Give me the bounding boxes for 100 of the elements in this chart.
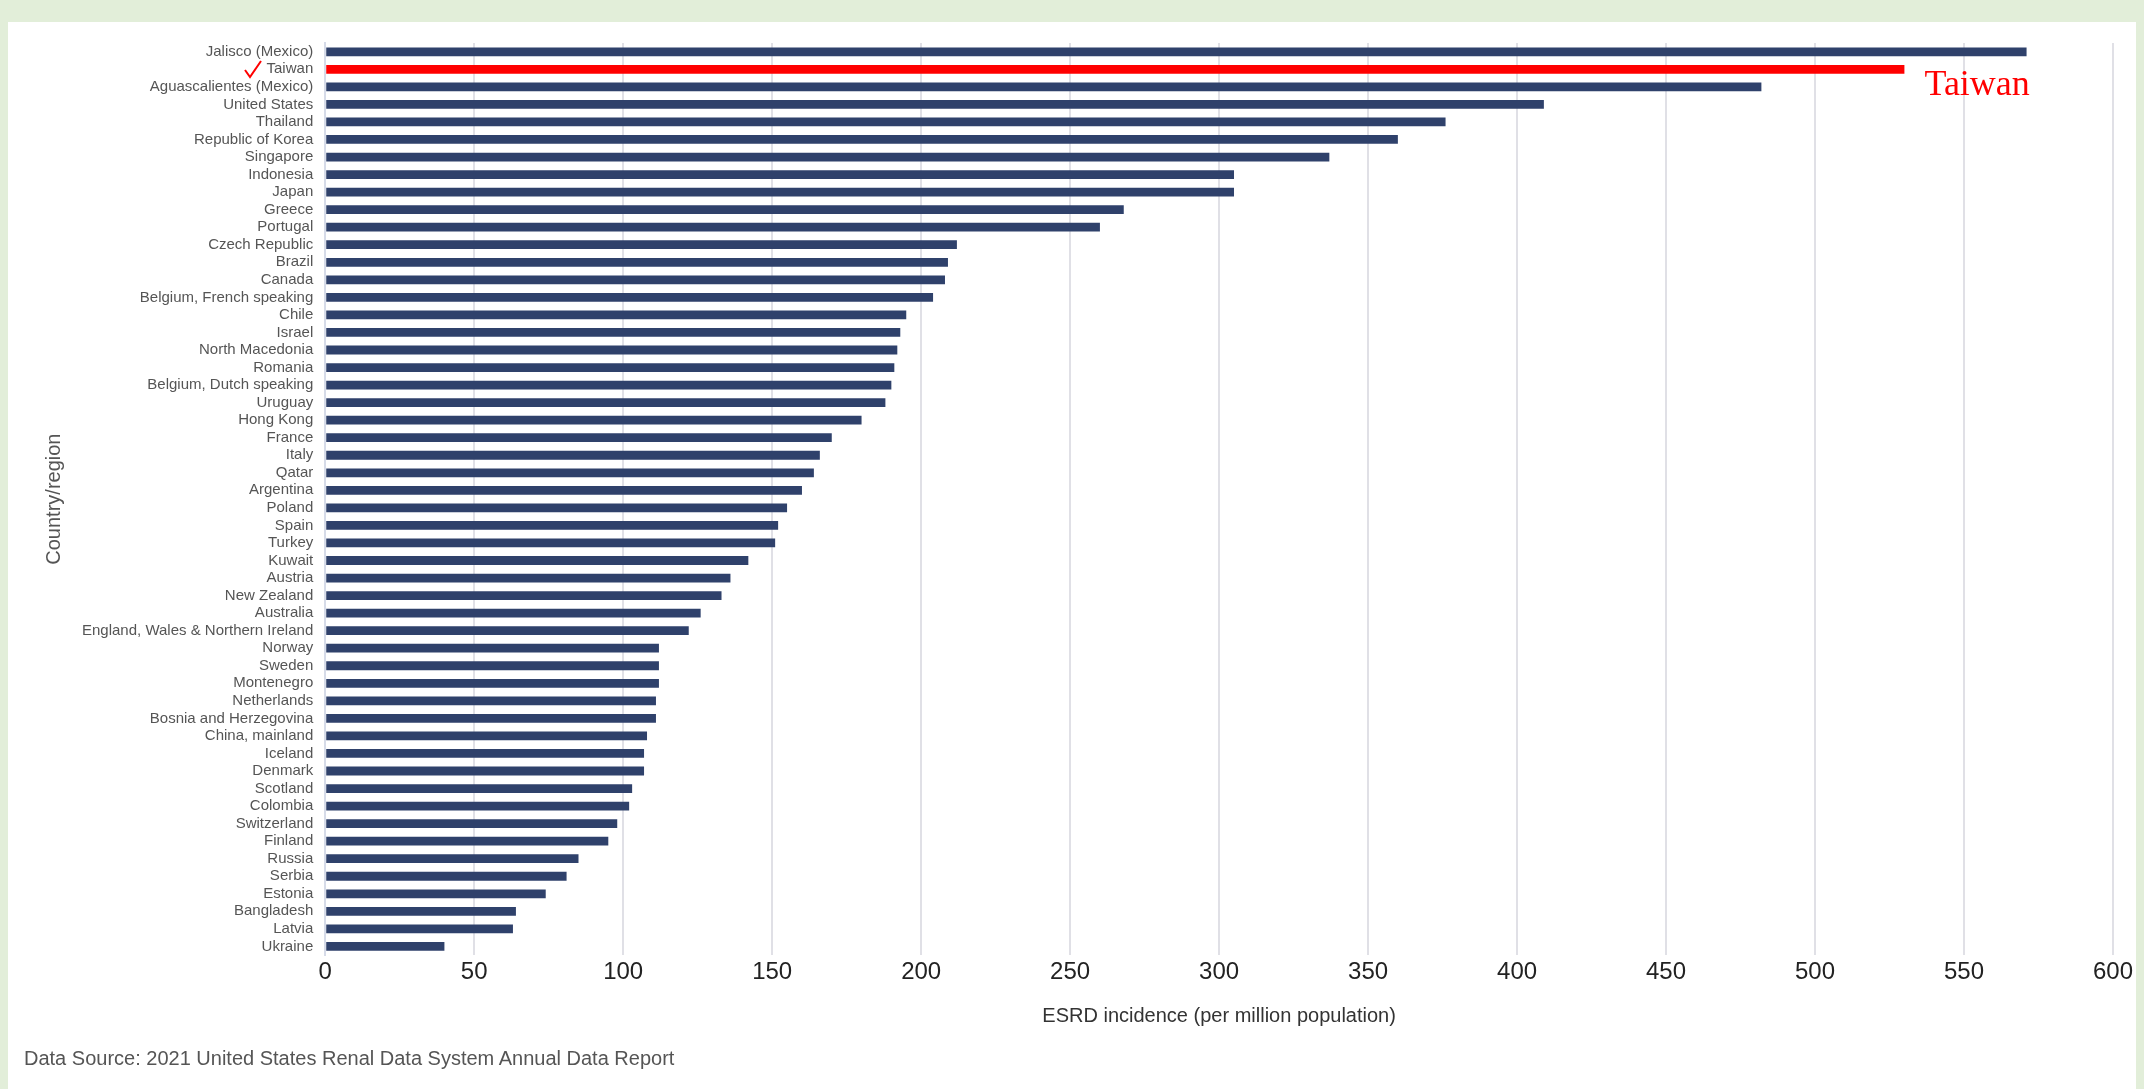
y-tick-label: Latvia <box>273 919 314 937</box>
y-tick-label: Serbia <box>269 866 314 884</box>
bar <box>326 942 445 951</box>
y-tick-label: Brazil <box>275 252 314 270</box>
x-tick-label: 350 <box>1348 957 1389 985</box>
bar <box>326 713 656 723</box>
bar <box>326 503 788 513</box>
y-tick-label: Norway <box>262 638 314 656</box>
bar <box>326 187 1234 197</box>
x-tick-label: 500 <box>1795 957 1836 985</box>
bar <box>326 871 567 881</box>
y-tick-label: Singapore <box>244 147 314 165</box>
bar <box>326 801 630 811</box>
y-tick-label: Jalisco (Mexico) <box>205 41 314 59</box>
bar <box>326 819 618 829</box>
y-tick-label: Colombia <box>249 796 314 814</box>
y-tick-label: Netherlands <box>232 690 314 708</box>
bar <box>326 696 656 706</box>
bar <box>326 292 934 302</box>
y-tick-label: China, mainland <box>204 726 314 744</box>
bar <box>326 485 802 495</box>
bar <box>326 47 2027 57</box>
y-tick-label: France <box>266 427 314 445</box>
y-tick-label: Estonia <box>263 883 314 901</box>
x-tick-label: 150 <box>752 957 793 985</box>
bar <box>326 135 1398 144</box>
y-tick-label: Israel <box>276 322 314 340</box>
bar <box>326 766 645 776</box>
y-tick-label: Aguascalientes (Mexico) <box>149 77 314 94</box>
y-tick-label: Finland <box>264 831 314 849</box>
y-tick-label: New Zealand <box>224 585 314 603</box>
y-tick-label: Italy <box>285 445 314 463</box>
y-tick-label: Bangladesh <box>234 901 314 919</box>
bar <box>326 608 701 618</box>
y-tick-label: Iceland <box>264 743 314 761</box>
bar <box>326 591 722 600</box>
y-tick-label: England, Wales & Northern Ireland <box>82 620 314 638</box>
x-tick-label: 400 <box>1497 957 1538 985</box>
bar <box>326 82 1762 92</box>
bar <box>326 626 689 636</box>
bar <box>326 731 648 741</box>
bar <box>326 854 579 864</box>
y-tick-label: Sweden <box>259 655 314 673</box>
x-tick-label: 50 <box>460 957 488 985</box>
bar <box>326 889 546 899</box>
bar <box>326 398 886 407</box>
y-tick-label: Kuwait <box>268 550 315 568</box>
x-tick-label: 100 <box>603 957 644 985</box>
bar <box>326 643 659 653</box>
y-tick-label: Denmark <box>252 761 314 779</box>
y-tick-label: Montenegro <box>233 673 314 691</box>
y-tick-label: Qatar <box>275 462 314 480</box>
bar <box>326 924 513 934</box>
bar <box>326 556 749 565</box>
y-tick-label: North Macedonia <box>199 340 314 358</box>
y-tick-label: Portugal <box>257 217 314 235</box>
bar <box>326 345 898 355</box>
y-tick-label: Russia <box>267 848 314 866</box>
bar <box>326 275 945 285</box>
y-axis-title: Country/region <box>41 433 64 565</box>
bar <box>326 328 901 337</box>
x-axis-title: ESRD incidence (per million population) <box>1042 1003 1396 1026</box>
bar <box>326 836 609 846</box>
y-tick-label: Turkey <box>267 533 314 551</box>
y-tick-label: Czech Republic <box>208 234 314 252</box>
y-tick-label: Republic of Korea <box>193 129 314 147</box>
annotation: Taiwan <box>1924 62 2030 103</box>
x-tick-label: 200 <box>901 957 942 985</box>
y-tick-label: Australia <box>254 603 314 621</box>
x-tick-label: 600 <box>2092 957 2133 985</box>
bar <box>326 257 948 267</box>
y-tick-label: Canada <box>260 269 314 287</box>
y-tick-label: Austria <box>266 568 314 586</box>
bar <box>326 100 1544 109</box>
bar <box>326 152 1330 162</box>
y-tick-label: Ukraine <box>261 936 314 954</box>
bar <box>326 521 779 530</box>
bar <box>326 363 895 372</box>
bar <box>326 784 633 793</box>
y-tick-label: Bosnia and Herzegovina <box>149 708 314 726</box>
y-tick-label: Indonesia <box>248 164 314 182</box>
y-tick-label: Hong Kong <box>238 410 314 428</box>
bar <box>326 468 814 478</box>
y-tick-label: Japan <box>272 182 314 200</box>
bar <box>326 240 957 250</box>
bar <box>326 538 776 548</box>
x-tick-label: 450 <box>1646 957 1687 985</box>
bar <box>326 415 862 425</box>
y-tick-label: Chile <box>279 305 314 323</box>
x-tick-label: 550 <box>1943 957 1985 985</box>
bar <box>326 222 1100 232</box>
bar <box>326 64 1905 74</box>
y-tick-label: Argentina <box>249 480 314 498</box>
bar <box>326 380 892 390</box>
y-tick-label: United States <box>223 94 314 112</box>
y-tick-label: Poland <box>266 498 314 516</box>
x-tick-label: 300 <box>1199 957 1240 985</box>
bar <box>326 661 659 671</box>
y-tick-label: Switzerland <box>235 813 314 831</box>
y-tick-label: Uruguay <box>256 392 314 410</box>
